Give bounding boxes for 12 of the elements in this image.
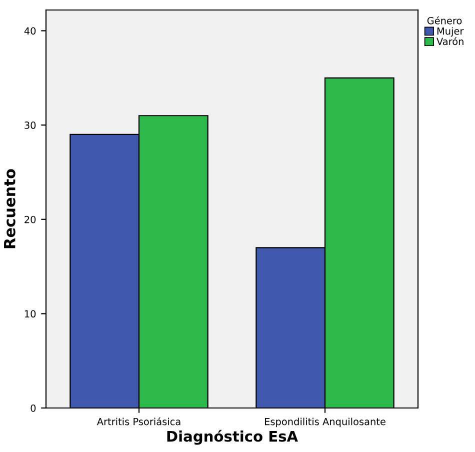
- x-tick-label: Espondilitis Anquilosante: [265, 418, 386, 428]
- y-axis-title: Recuento: [4, 169, 16, 248]
- legend-label: Mujer: [437, 27, 464, 37]
- y-tick-label: 10: [24, 310, 36, 318]
- x-tick-label: Artritis Psoriásica: [96, 417, 180, 426]
- legend-label: Varón: [436, 37, 464, 46]
- y-tick-label: 0: [30, 404, 36, 412]
- y-tick-label: 30: [24, 122, 36, 129]
- x-axis-title: Diagnóstico EsA: [167, 430, 298, 445]
- y-tick-label: 40: [24, 27, 36, 35]
- legend-title: Género: [427, 16, 462, 24]
- y-tick-label: 20: [24, 216, 36, 224]
